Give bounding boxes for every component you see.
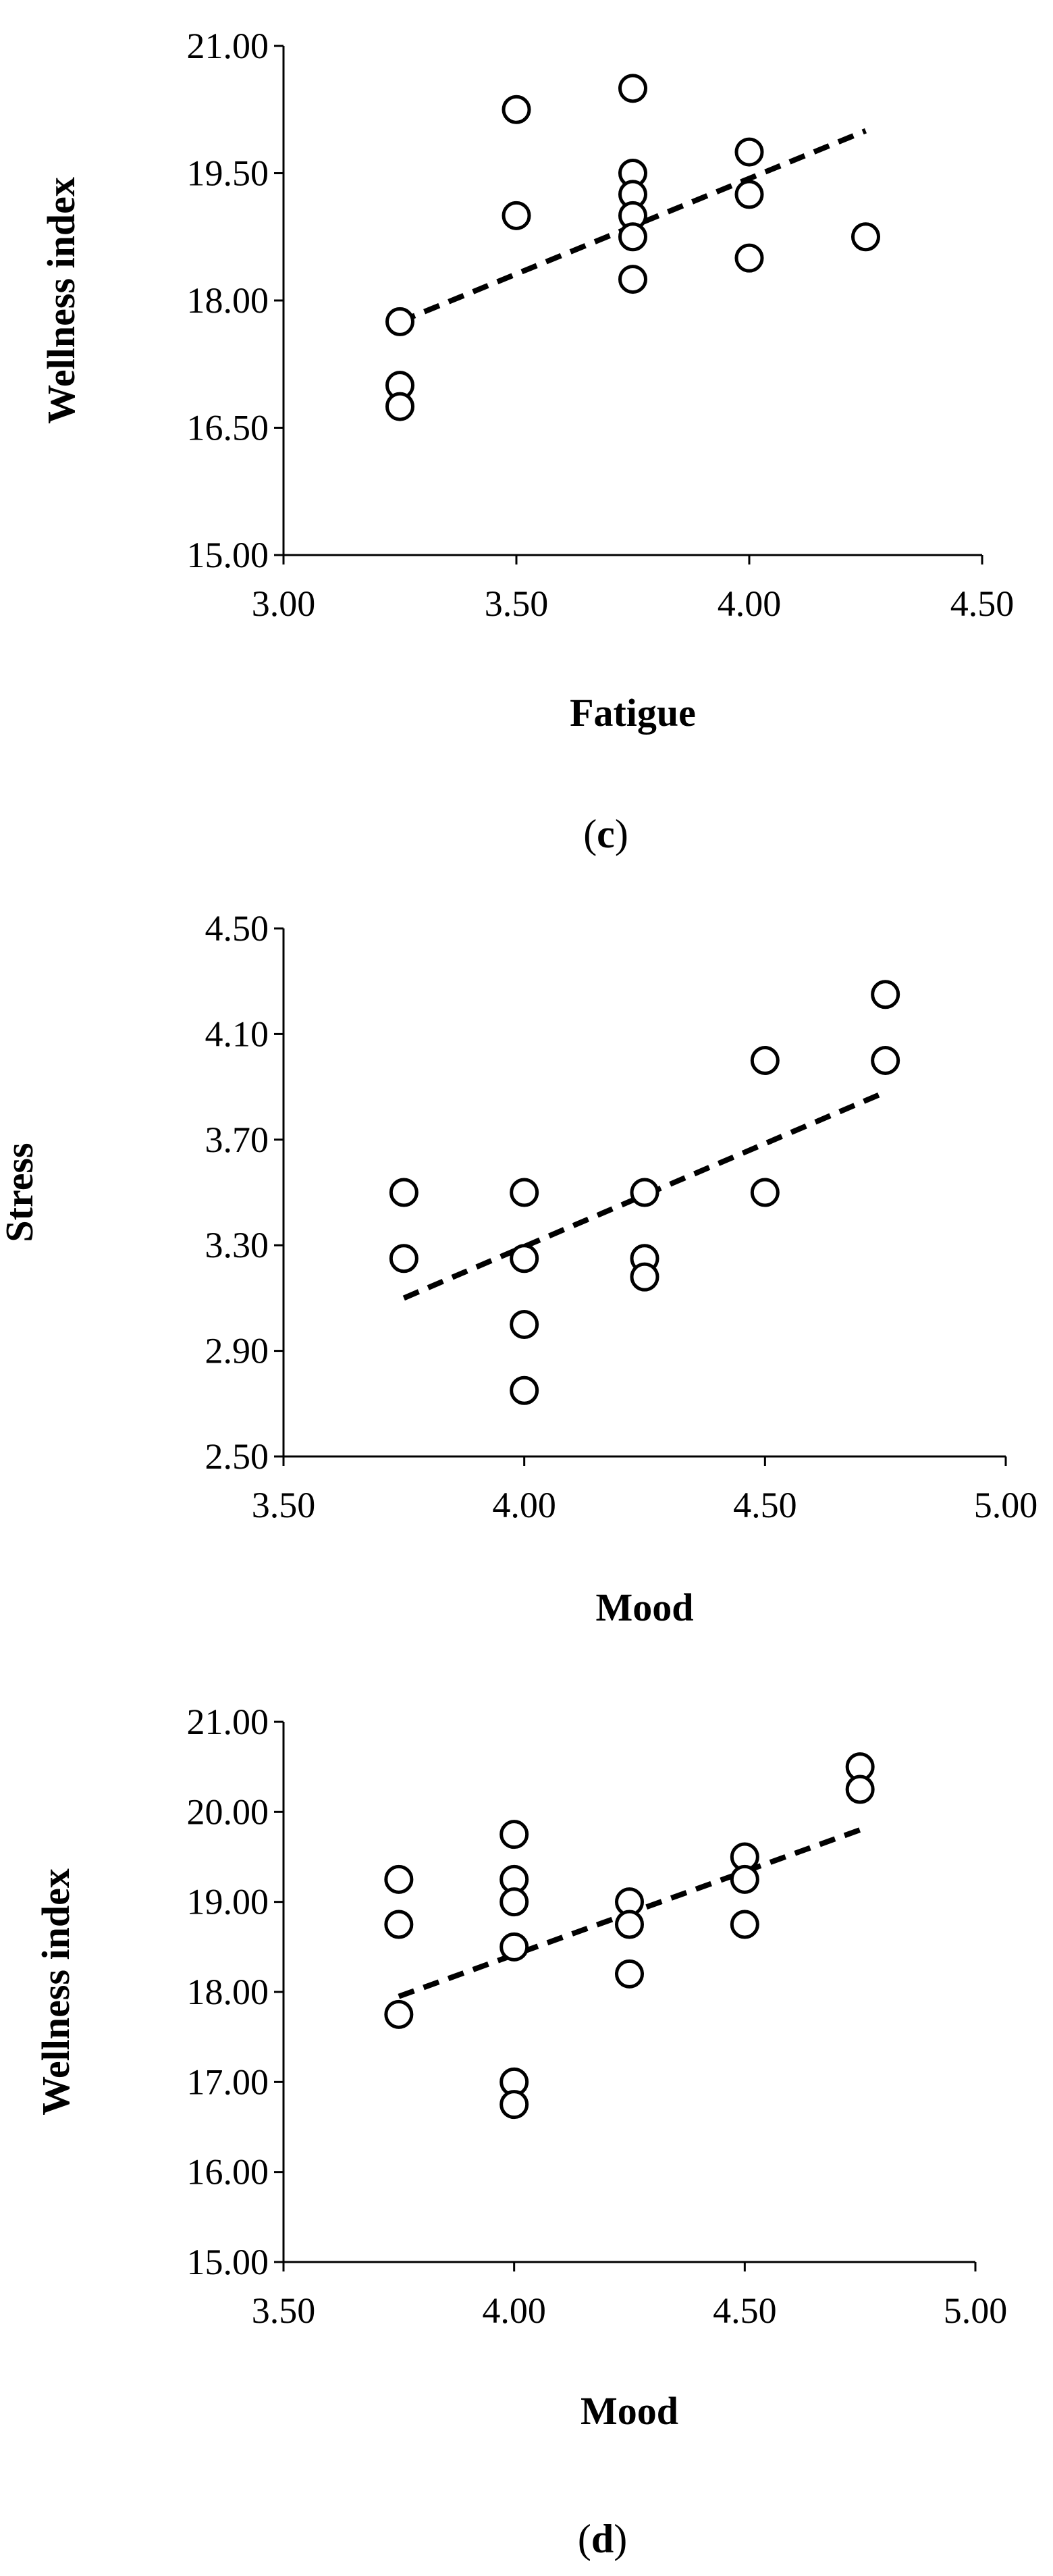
x-tick-label: 3.00	[252, 583, 316, 624]
x-tick-label: 4.00	[482, 2290, 546, 2331]
data-point	[384, 1864, 414, 1894]
data-point	[730, 1864, 759, 1894]
data-point	[615, 1910, 644, 1939]
x-tick-label: 3.50	[252, 2290, 316, 2331]
y-tick-label: 3.30	[205, 1225, 269, 1265]
y-tick-label: 4.50	[205, 908, 269, 949]
y-tick-label: 16.50	[187, 408, 269, 448]
data-point	[734, 137, 764, 167]
x-axis-title: Fatigue	[570, 691, 696, 735]
x-axis-title: Mood	[580, 2389, 678, 2433]
data-point	[871, 980, 900, 1009]
y-tick-label: 3.70	[205, 1120, 269, 1160]
data-point	[618, 222, 647, 252]
data-point	[502, 201, 531, 230]
data-point	[750, 1046, 780, 1075]
y-tick-label: 15.00	[187, 535, 269, 575]
y-tick-label: 15.00	[187, 2242, 269, 2282]
data-point	[510, 1178, 539, 1207]
data-point	[389, 1244, 418, 1273]
data-point	[384, 1999, 414, 2029]
data-point	[385, 392, 414, 421]
data-point	[385, 307, 414, 336]
x-tick-label: 3.50	[485, 583, 549, 624]
data-point	[500, 1932, 529, 1962]
trendline	[402, 1089, 887, 1301]
data-point	[500, 1887, 529, 1917]
data-point	[502, 95, 531, 124]
data-point	[871, 1046, 900, 1075]
x-tick-label: 5.00	[974, 1485, 1038, 1525]
y-axis-title: Stress	[0, 1142, 41, 1242]
chart-wellness-vs-mood: 15.00 16.00 17.00 18.00 19.00 20.00 21.00 3.50 4…	[34, 1702, 1007, 2561]
panel-caption-letter: d	[591, 2517, 614, 2561]
data-point	[615, 1959, 644, 1989]
y-tick-label: 17.00	[187, 2061, 269, 2102]
data-point	[500, 2090, 529, 2120]
panel-caption: (c)	[583, 812, 628, 856]
y-tick-label: 21.00	[187, 26, 269, 66]
data-point	[730, 1910, 759, 1939]
y-tick-label: 21.00	[187, 1702, 269, 1742]
y-tick-label: 4.10	[205, 1014, 269, 1054]
x-tick-label: 4.50	[950, 583, 1015, 624]
y-tick-label: 16.00	[187, 2152, 269, 2192]
data-point	[510, 1310, 539, 1339]
data-point	[510, 1244, 539, 1273]
x-tick-label: 4.00	[718, 583, 782, 624]
data-point	[851, 222, 880, 252]
data-point	[630, 1178, 659, 1207]
data-point	[618, 74, 647, 103]
data-point	[734, 243, 764, 273]
y-tick-label: 18.00	[187, 1972, 269, 2012]
data-point	[384, 1910, 414, 1939]
y-axis-title: Wellness index	[34, 1868, 78, 2115]
x-tick-label: 5.00	[944, 2290, 1008, 2331]
y-tick-label: 2.50	[205, 1436, 269, 1477]
y-tick-label: 18.00	[187, 280, 269, 321]
chart-stress-vs-mood: 2.50 2.90 3.30 3.70 4.10 4.50 3.50 4.00 4.50 5.00…	[0, 908, 1037, 1629]
data-point	[500, 1820, 529, 1849]
data-point	[630, 1262, 659, 1292]
y-tick-label: 2.90	[205, 1331, 269, 1371]
panel-caption: (d)	[578, 2517, 627, 2561]
data-point	[618, 265, 647, 294]
data-point	[750, 1178, 780, 1207]
x-tick-label: 4.50	[733, 1485, 797, 1525]
data-point	[389, 1178, 418, 1207]
data-point	[845, 1775, 875, 1804]
x-tick-label: 3.50	[252, 1485, 316, 1525]
y-tick-label: 19.00	[187, 1882, 269, 1922]
y-tick-label: 20.00	[187, 1791, 269, 1832]
panel-caption-letter: c	[597, 812, 615, 856]
data-point	[734, 180, 764, 209]
x-axis-title: Mood	[596, 1585, 694, 1629]
y-tick-label: 19.50	[187, 153, 269, 194]
chart-wellness-vs-fatigue: 15.00 16.50 18.00 19.50 21.00 3.00 3.50 4.00 4.5…	[39, 26, 1014, 856]
data-point	[510, 1375, 539, 1405]
y-axis-title: Wellness index	[39, 177, 83, 424]
x-tick-label: 4.50	[713, 2290, 777, 2331]
x-tick-label: 4.00	[492, 1485, 556, 1525]
